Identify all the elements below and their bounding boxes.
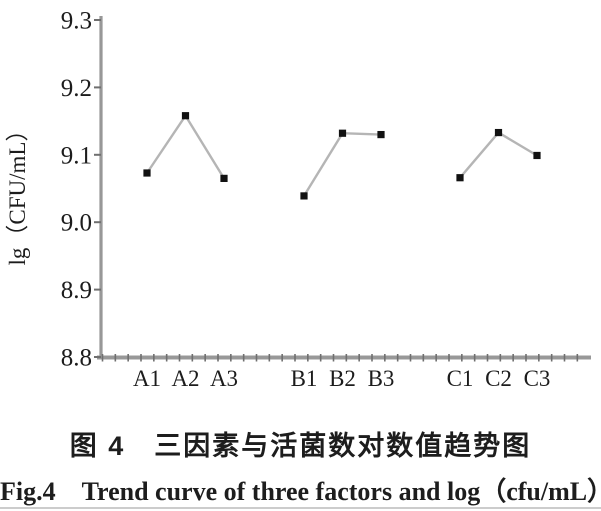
x-tick-label: C2 — [485, 366, 512, 391]
data-point-marker — [377, 130, 385, 139]
x-tick-label: B1 — [291, 366, 318, 391]
x-tick-label: C3 — [524, 366, 551, 391]
y-tick-label: 8.9 — [61, 277, 92, 304]
x-tick-label: B3 — [368, 366, 395, 391]
y-tick-label: 8.8 — [61, 345, 92, 372]
data-point-marker — [181, 112, 190, 120]
x-axis-line — [97, 355, 591, 360]
x-tick-label: A2 — [171, 366, 199, 391]
x-tick-label: B2 — [329, 366, 356, 391]
x-tick-label: A3 — [210, 366, 238, 391]
trend-line — [146, 113, 226, 180]
y-tick-label: 9.0 — [61, 210, 92, 237]
data-point-marker — [338, 129, 347, 137]
page-divider-rule — [0, 507, 601, 509]
y-tick-label: 9.1 — [61, 142, 92, 169]
x-tick-label: C1 — [447, 366, 474, 391]
trend-chart: 9.3 9.2 9.1 9.0 8.9 8.8 A1 A2 A3 B1 B2 B3 C1 C2 C3 lg（C… — [5, 8, 591, 391]
figure-caption-english: Fig.4 Trend curve of three factors and l… — [0, 477, 601, 506]
data-point-marker — [300, 192, 308, 200]
y-tick-label: 9.3 — [61, 8, 92, 35]
trend-line — [459, 131, 538, 179]
y-axis-title: lg（CFU/mL） — [5, 119, 30, 266]
data-point-marker — [143, 169, 151, 177]
y-tick-label: 9.2 — [61, 75, 92, 102]
data-point-marker — [494, 128, 503, 137]
x-tick-label: A1 — [133, 366, 161, 391]
data-point-marker — [456, 174, 464, 182]
y-axis-line — [99, 16, 103, 360]
figure-caption-chinese: 图 4 三因素与活菌数对数值趋势图 — [69, 431, 532, 461]
data-point-marker — [533, 151, 541, 160]
trend-line — [302, 132, 382, 197]
data-point-marker — [220, 174, 228, 182]
